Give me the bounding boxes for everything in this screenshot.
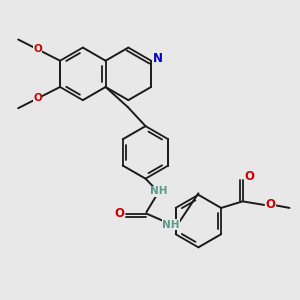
Text: O: O [33, 94, 42, 103]
Text: NH: NH [150, 186, 167, 196]
Text: O: O [115, 207, 124, 220]
Text: NH: NH [162, 220, 180, 230]
Text: O: O [33, 44, 42, 54]
Text: O: O [244, 170, 254, 183]
Text: N: N [153, 52, 163, 65]
Text: O: O [266, 198, 276, 212]
